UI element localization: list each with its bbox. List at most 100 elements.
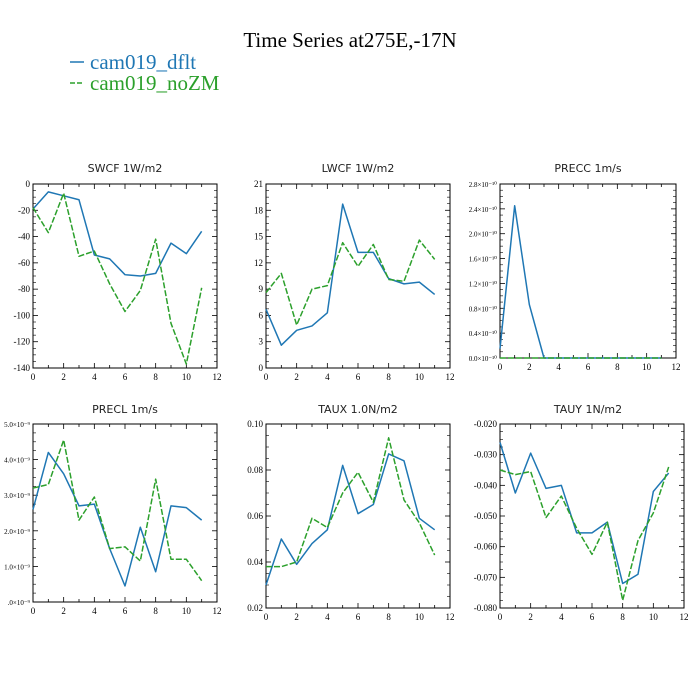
x-tick-label: 10 [182, 372, 192, 382]
y-tick-label: 4.0×10⁻⁹ [4, 457, 30, 465]
x-tick-label: 4 [92, 372, 97, 382]
panel-precc: PRECC 1m/s 0 2 4 6 8 10 12 0.0×10⁻¹⁰ 0.4×10⁻¹⁰ 0.… [469, 162, 681, 372]
plot-frame [265, 423, 451, 609]
x-tick-label: 12 [213, 372, 222, 382]
panel-swcf: SWCF 1W/m2 0 2 4 6 8 10 12 -140 -120 -100 -80 -60 -4… [14, 162, 222, 382]
x-tick-label: 4 [325, 612, 330, 622]
x-tick-label: 0 [498, 612, 503, 622]
y-tick-label: -120 [14, 337, 31, 347]
y-tick-label: .0×10⁻⁹ [8, 599, 31, 607]
x-tick-label: 10 [642, 362, 652, 372]
series-dflt-line [499, 442, 670, 585]
plot-frame [499, 423, 685, 609]
x-tick-label: 12 [446, 612, 455, 622]
x-tick-label: 6 [586, 362, 591, 372]
x-tick-label: 8 [615, 362, 620, 372]
x-tick-label: 8 [153, 372, 158, 382]
y-tick-label: 9 [259, 284, 264, 294]
panel-title: TAUY 1N/m2 [553, 403, 622, 416]
series-dflt-line [32, 451, 203, 587]
series-nozm-line [32, 439, 203, 582]
y-tick-label: -0.050 [474, 511, 498, 521]
y-tick-label: 21 [254, 179, 263, 189]
y-tick-label: -20 [18, 205, 30, 215]
plot-frame [265, 183, 451, 369]
y-tick-label: 2.4×10⁻¹⁰ [469, 206, 497, 214]
x-tick-label: 2 [61, 372, 66, 382]
panel-title: TAUX 1.0N/m2 [317, 403, 398, 416]
y-tick-label: 6 [259, 310, 264, 320]
x-tick-label: 12 [213, 606, 222, 616]
x-tick-label: 12 [446, 372, 455, 382]
panel-taux: TAUX 1.0N/m2 0 2 4 6 8 10 12 0.02 0.04 0.06 0.08 0.… [247, 403, 454, 622]
panel-precl: PRECL 1m/s 0 2 4 6 8 10 12 .0×10⁻⁹ 1.0×10⁻⁹ 2.0×1… [4, 403, 221, 616]
y-tick-label: 2.8×10⁻¹⁰ [469, 181, 497, 189]
x-tick-label: 6 [123, 372, 128, 382]
panel-tauy: TAUY 1N/m2 0 2 4 6 8 10 12 -0.080 -0.070 -0.060 -0… [474, 403, 689, 622]
x-tick-label: 0 [264, 612, 269, 622]
x-tick-label: 12 [672, 362, 681, 372]
x-tick-label: 0 [31, 372, 36, 382]
y-tick-label: 0 [26, 179, 31, 189]
x-tick-label: 10 [182, 606, 192, 616]
x-tick-label: 8 [386, 612, 391, 622]
y-tick-label: -0.080 [474, 603, 498, 613]
figure-title: Time Series at275E,-17N [243, 28, 456, 52]
y-tick-label: -0.060 [474, 542, 498, 552]
x-tick-label: 12 [680, 612, 689, 622]
y-tick-label: 0.10 [247, 419, 263, 429]
x-tick-label: 2 [61, 606, 66, 616]
y-tick-label: 1.0×10⁻⁹ [4, 563, 30, 571]
legend-label-nozm: cam019_noZM [90, 71, 220, 95]
series-dflt-line [499, 205, 662, 359]
y-tick-label: -80 [18, 284, 30, 294]
y-tick-label: 0.0×10⁻¹⁰ [469, 355, 497, 363]
y-tick-label: 0.06 [247, 511, 263, 521]
x-tick-label: 4 [559, 612, 564, 622]
series-dflt-line [32, 191, 203, 277]
y-tick-label: 0 [259, 363, 264, 373]
series-dflt-line [265, 203, 436, 346]
legend-label-dflt: cam019_dflt [90, 50, 196, 74]
y-tick-label: 18 [254, 205, 264, 215]
legend-item-nozm: cam019_noZM [70, 71, 220, 95]
x-tick-label: 6 [590, 612, 595, 622]
y-tick-label: -0.030 [474, 450, 498, 460]
series-nozm-line [265, 239, 436, 326]
y-tick-label: 0.02 [247, 603, 263, 613]
series-nozm-line [32, 192, 203, 365]
series-nozm-line [499, 466, 670, 602]
x-tick-label: 0 [31, 606, 36, 616]
y-tick-label: -60 [18, 258, 30, 268]
y-tick-label: 1.2×10⁻¹⁰ [469, 280, 497, 288]
panel-title: LWCF 1W/m2 [322, 162, 395, 175]
y-tick-label: -0.040 [474, 480, 498, 490]
y-tick-label: 2.0×10⁻⁹ [4, 528, 30, 536]
x-tick-label: 4 [325, 372, 330, 382]
y-tick-label: 15 [254, 232, 264, 242]
x-tick-label: 2 [528, 612, 533, 622]
plot-frame [32, 183, 218, 369]
panel-lwcf: LWCF 1W/m2 0 2 4 6 8 10 12 0 3 6 9 12 15 18 21 [254, 162, 455, 382]
y-tick-label: -40 [18, 232, 30, 242]
legend-item-dflt: cam019_dflt [70, 50, 196, 74]
y-tick-label: -0.020 [474, 419, 498, 429]
y-tick-label: -0.070 [474, 572, 498, 582]
panel-title: PRECC 1m/s [554, 162, 622, 175]
y-tick-label: -100 [14, 310, 31, 320]
x-tick-label: 2 [527, 362, 532, 372]
panel-title: SWCF 1W/m2 [88, 162, 163, 175]
x-tick-label: 8 [386, 372, 391, 382]
panel-title: PRECL 1m/s [92, 403, 158, 416]
x-tick-label: 6 [356, 372, 361, 382]
y-tick-label: 5.0×10⁻⁹ [4, 421, 30, 429]
x-tick-label: 2 [294, 612, 299, 622]
y-tick-label: 0.08 [247, 465, 263, 475]
series-nozm-line [266, 437, 436, 568]
x-tick-label: 4 [556, 362, 561, 372]
x-tick-label: 8 [153, 606, 158, 616]
y-tick-label: 1.6×10⁻¹⁰ [469, 256, 497, 264]
x-tick-label: 2 [294, 372, 299, 382]
legend: cam019_dflt cam019_noZM [70, 50, 220, 95]
